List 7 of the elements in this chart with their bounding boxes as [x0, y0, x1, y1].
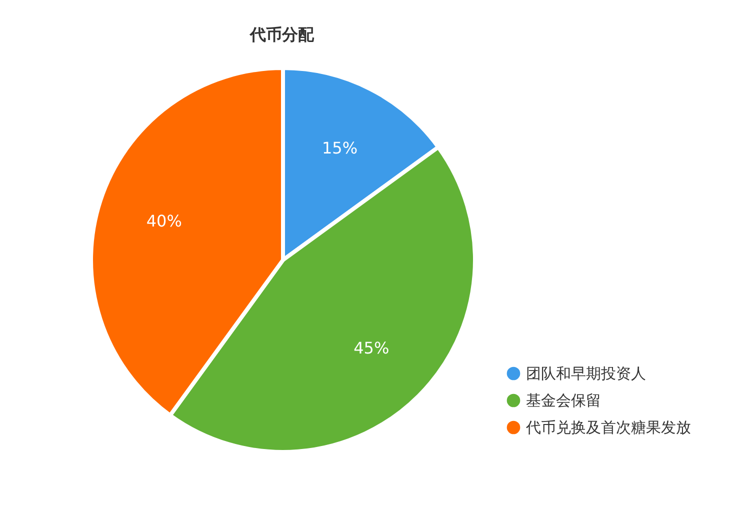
- chart-title: 代币分配: [249, 25, 315, 44]
- legend-label: 代币兑换及首次糖果发放: [525, 418, 691, 436]
- data-label: 15%: [322, 138, 358, 158]
- legend-label: 团队和早期投资人: [526, 364, 646, 382]
- legend-label: 基金会保留: [526, 392, 601, 410]
- data-label: 40%: [146, 211, 182, 230]
- data-label: 45%: [354, 338, 390, 358]
